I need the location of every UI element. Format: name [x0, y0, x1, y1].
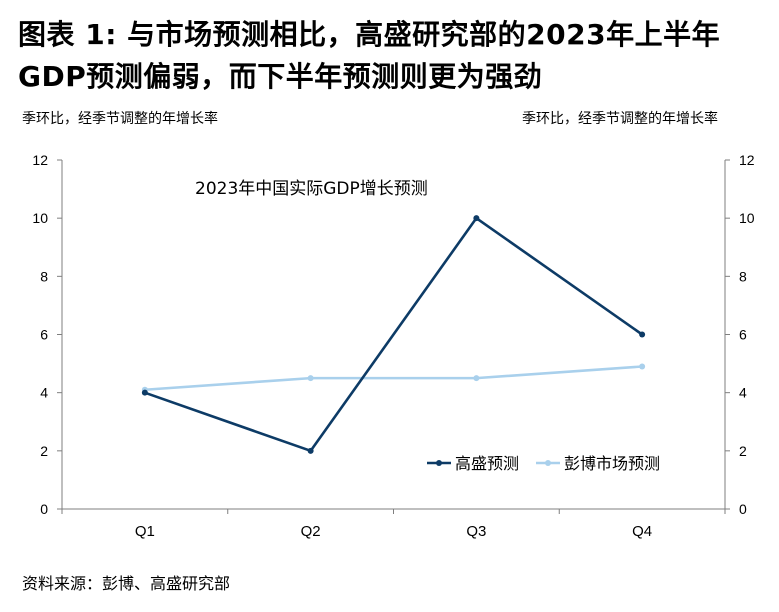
- right-y-tick-label: 6: [739, 327, 747, 343]
- left-y-tick-label: 4: [40, 385, 48, 401]
- right-y-tick-label: 8: [739, 268, 747, 284]
- left-y-tick-label: 12: [32, 152, 48, 168]
- left-axis-unit-label: 季环比，经季节调整的年增长率: [22, 111, 218, 127]
- data-point: [307, 447, 314, 454]
- legend-swatch-marker: [545, 460, 551, 466]
- title-line-2: GDP预测偏弱，而下半年预测则更为强劲: [18, 60, 543, 93]
- data-point: [639, 331, 646, 338]
- data-point: [141, 389, 148, 396]
- plot-title: 2023年中国实际GDP增长预测: [195, 179, 428, 199]
- legend-item: 高盛预测: [427, 454, 519, 473]
- series-2: [141, 363, 646, 393]
- right-axis-unit-label: 季环比，经季节调整的年增长率: [522, 111, 718, 127]
- series-line: [144, 365, 643, 392]
- series-layer: [141, 215, 646, 454]
- legend-label: 彭博市场预测: [564, 454, 660, 473]
- x-tick-label: Q3: [466, 523, 486, 540]
- right-y-tick-label: 12: [739, 152, 755, 168]
- left-y-tick-label: 8: [40, 268, 48, 284]
- chart-title: 图表 1: 与市场预测相比，高盛研究部的2023年上半年 GDP预测偏弱，而下半…: [18, 14, 768, 98]
- left-y-tick-label: 0: [40, 501, 48, 517]
- source-note: 资料来源：彭博、高盛研究部: [22, 574, 231, 593]
- right-y-tick-label: 4: [739, 385, 747, 401]
- data-point: [307, 375, 314, 382]
- series-line: [144, 216, 643, 453]
- legend-item: 彭博市场预测: [536, 454, 660, 473]
- x-tick-label: Q1: [135, 523, 155, 540]
- legend: 高盛预测 彭博市场预测: [427, 454, 660, 473]
- left-y-tick-label: 2: [40, 443, 48, 459]
- left-y-tick-label: 10: [32, 210, 48, 226]
- left-y-tick-label: 6: [40, 327, 48, 343]
- data-point: [639, 363, 646, 370]
- right-y-tick-label: 0: [739, 501, 747, 517]
- legend-label: 高盛预测: [455, 454, 519, 473]
- legend-swatch-marker: [436, 460, 442, 466]
- axes: 0 2 4 6 8 10 12 0 2 4 6 8 10 12 Q1 Q2 Q3 Q4: [32, 152, 754, 540]
- right-y-tick-label: 2: [739, 443, 747, 459]
- x-tick-label: Q2: [301, 523, 321, 540]
- series-1: [141, 215, 646, 454]
- data-point: [473, 375, 480, 382]
- right-y-tick-label: 10: [739, 210, 755, 226]
- data-point: [473, 215, 480, 222]
- title-line-1: 图表 1: 与市场预测相比，高盛研究部的2023年上半年: [18, 18, 721, 51]
- x-tick-label: Q4: [632, 523, 652, 540]
